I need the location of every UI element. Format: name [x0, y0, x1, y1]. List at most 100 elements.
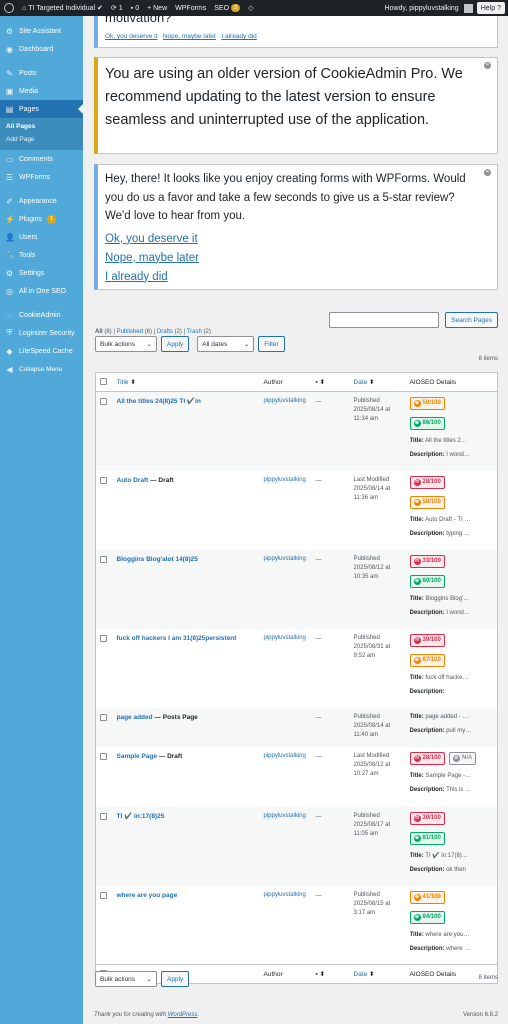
sidebar-item-aioseo[interactable]: ◎ All in One SEO [0, 282, 83, 300]
collapse-menu-button[interactable]: ◀ Collapse Menu [0, 360, 83, 378]
maybe-later-link[interactable]: Nope, maybe later [105, 251, 199, 264]
filter-trash[interactable]: Trash [186, 329, 202, 335]
seo-menu[interactable]: SEO 3 [210, 0, 244, 16]
already-did-link[interactable]: I already did [105, 270, 168, 283]
seo-score-badge[interactable]: ⊕ 58/100 [409, 495, 445, 509]
row-checkbox[interactable] [100, 891, 107, 899]
wpforms-menu[interactable]: WPForms [175, 4, 207, 12]
filter-published[interactable]: Published [116, 329, 143, 335]
wordpress-link[interactable]: WordPress [167, 1012, 198, 1018]
sidebar-item-plugins[interactable]: ⚡ Plugins 1 [0, 210, 83, 228]
apply-button[interactable]: Apply [161, 971, 190, 987]
row-checkbox[interactable] [100, 555, 107, 563]
page-title-link[interactable]: Bloggins Blog'alot 14(8)25 [116, 555, 198, 563]
maybe-later-link[interactable]: Nope, maybe later [162, 33, 216, 40]
seo-score-badge[interactable]: H 28/100 [409, 475, 445, 489]
seo-score-badge[interactable]: H 30/100 [409, 811, 445, 825]
seo-score-badge[interactable]: H 33/100 [409, 554, 445, 568]
sidebar-item-settings[interactable]: ⚙ Settings [0, 264, 83, 282]
author-link[interactable]: pippyluvstalking [263, 891, 306, 898]
sidebar-item-loginizer[interactable]: ⛨ Loginizer Security [0, 324, 83, 342]
author-link[interactable]: pippyluvstalking [263, 555, 306, 562]
comments-column[interactable]: ▪ ⬍ [311, 372, 350, 392]
seo-score-badge[interactable]: ⊕ 67/100 [409, 653, 445, 667]
page-title-link[interactable]: TI ✔️ in:17(8)25 [116, 812, 165, 820]
cookie-icon: ◌ [7, 310, 12, 320]
comments-menu[interactable]: ▪ 0 [127, 0, 143, 16]
filter-all[interactable]: All [95, 329, 103, 335]
already-did-link[interactable]: I already did [221, 33, 257, 40]
seo-score-badge[interactable]: H 39/100 [409, 633, 445, 647]
help-tab[interactable]: Help? [476, 2, 505, 14]
page-title-link[interactable]: page added [116, 713, 153, 721]
page-title-link[interactable]: fuck off hackers I am 31(8)25persistent [116, 634, 237, 642]
row-checkbox[interactable] [100, 752, 107, 760]
title-sort-link[interactable]: Title [116, 379, 129, 386]
bulk-actions-select[interactable]: Bulk actions ⌄ [95, 971, 157, 987]
comments-column[interactable]: ▪ ⬍ [311, 964, 350, 984]
author-link[interactable]: pippyluvstalking [263, 812, 306, 819]
ok-deserve-link[interactable]: Ok, you deserve it [105, 232, 198, 245]
page-title-link[interactable]: Auto Draft [116, 476, 149, 484]
my-account-menu[interactable]: Howdy, pippyluvstalking [381, 0, 477, 16]
litespeed-menu[interactable]: ◇ [244, 0, 257, 16]
bulk-actions-select[interactable]: Bulk actions ⌄ [95, 336, 157, 352]
seo-label: SEO [214, 4, 230, 12]
sidebar-item-users[interactable]: 👤 Users [0, 228, 83, 246]
sidebar-item-litespeed[interactable]: ◆ LiteSpeed Cache [0, 342, 83, 360]
title-column[interactable]: Title ⬍ [112, 372, 260, 392]
date-column[interactable]: Date ⬍ [349, 372, 406, 392]
sidebar-item-dashboard[interactable]: ◉ Dashboard [0, 40, 83, 58]
author-link[interactable]: pippyluvstalking [263, 398, 306, 404]
updates-menu[interactable]: ⟳ 1 [107, 0, 127, 16]
seo-score-badge[interactable]: ⊕ 84/100 [409, 910, 445, 924]
filter-drafts[interactable]: Drafts [156, 329, 173, 335]
sidebar-item-pages[interactable]: ▤ Pages [0, 100, 83, 118]
date-sort-link[interactable]: Date [353, 971, 368, 978]
submenu-all-pages[interactable]: All Pages [6, 123, 36, 130]
seo-score-badge[interactable]: ⊕ 50/100 [409, 397, 445, 410]
select-all-checkbox[interactable] [100, 378, 107, 385]
page-title-link[interactable]: where are you page [116, 891, 178, 899]
sidebar-item-tools[interactable]: 🔧 Tools [0, 246, 83, 264]
row-checkbox[interactable] [100, 398, 107, 405]
ok-deserve-link[interactable]: Ok, you deserve it [105, 33, 158, 40]
sidebar-item-appearance[interactable]: ✐ Appearance [0, 192, 83, 210]
seo-score-badge[interactable]: ⊕ 80/100 [409, 574, 445, 588]
seo-score-badge[interactable]: ⊕ 41/100 [409, 890, 445, 904]
wp-logo-menu[interactable] [0, 0, 18, 16]
seo-score-badge[interactable]: ⊕ 86/100 [409, 417, 445, 430]
submenu-add-page[interactable]: Add Page [6, 136, 35, 143]
row-checkbox[interactable] [100, 476, 107, 484]
filter-button[interactable]: Filter [258, 336, 285, 352]
search-pages-button[interactable]: Search Pages [445, 312, 498, 328]
row-checkbox[interactable] [100, 812, 107, 820]
apply-button[interactable]: Apply [161, 336, 190, 352]
page-title-link[interactable]: All the titles 24(8)25 TI ✔️in [116, 398, 201, 405]
sidebar-item-cookieadmin[interactable]: ◌ CookieAdmin [0, 306, 83, 324]
seo-score-badge[interactable]: ⊘ N/A [448, 751, 477, 765]
row-checkbox[interactable] [100, 634, 107, 642]
sidebar-item-site-assistant[interactable]: ⚙ Site Assistant [0, 22, 83, 40]
sidebar-item-comments[interactable]: ▭ Comments [0, 150, 83, 168]
page-title-link[interactable]: Sample Page [116, 752, 157, 760]
pages-icon: ▤ [5, 104, 14, 114]
sidebar-item-posts[interactable]: ✎ Posts [0, 64, 83, 82]
dismiss-icon[interactable]: ✕ [484, 62, 491, 69]
dates-select[interactable]: All dates ⌄ [197, 336, 255, 352]
author-link[interactable]: pippyluvstalking [263, 634, 306, 641]
dismiss-icon[interactable]: ✕ [484, 169, 491, 176]
seo-score-badge[interactable]: H 28/100 [409, 751, 445, 765]
search-input[interactable] [329, 312, 440, 328]
new-content-menu[interactable]: + New [147, 4, 168, 12]
date-column[interactable]: Date ⬍ [349, 964, 406, 984]
author-link[interactable]: pippyluvstalking [263, 476, 306, 483]
date-sort-link[interactable]: Date [353, 379, 368, 386]
site-name-menu[interactable]: ⌂ TI Targeted Individual ✔ [18, 0, 107, 16]
seo-score-badge[interactable]: ⊕ 81/100 [409, 831, 445, 845]
aioseo-title: Title: All the titles 2… [410, 437, 490, 446]
sidebar-item-wpforms[interactable]: ☰ WPForms [0, 168, 83, 186]
sidebar-item-media[interactable]: ▣ Media [0, 82, 83, 100]
row-checkbox[interactable] [100, 713, 107, 721]
author-link[interactable]: pippyluvstalking [263, 752, 306, 759]
